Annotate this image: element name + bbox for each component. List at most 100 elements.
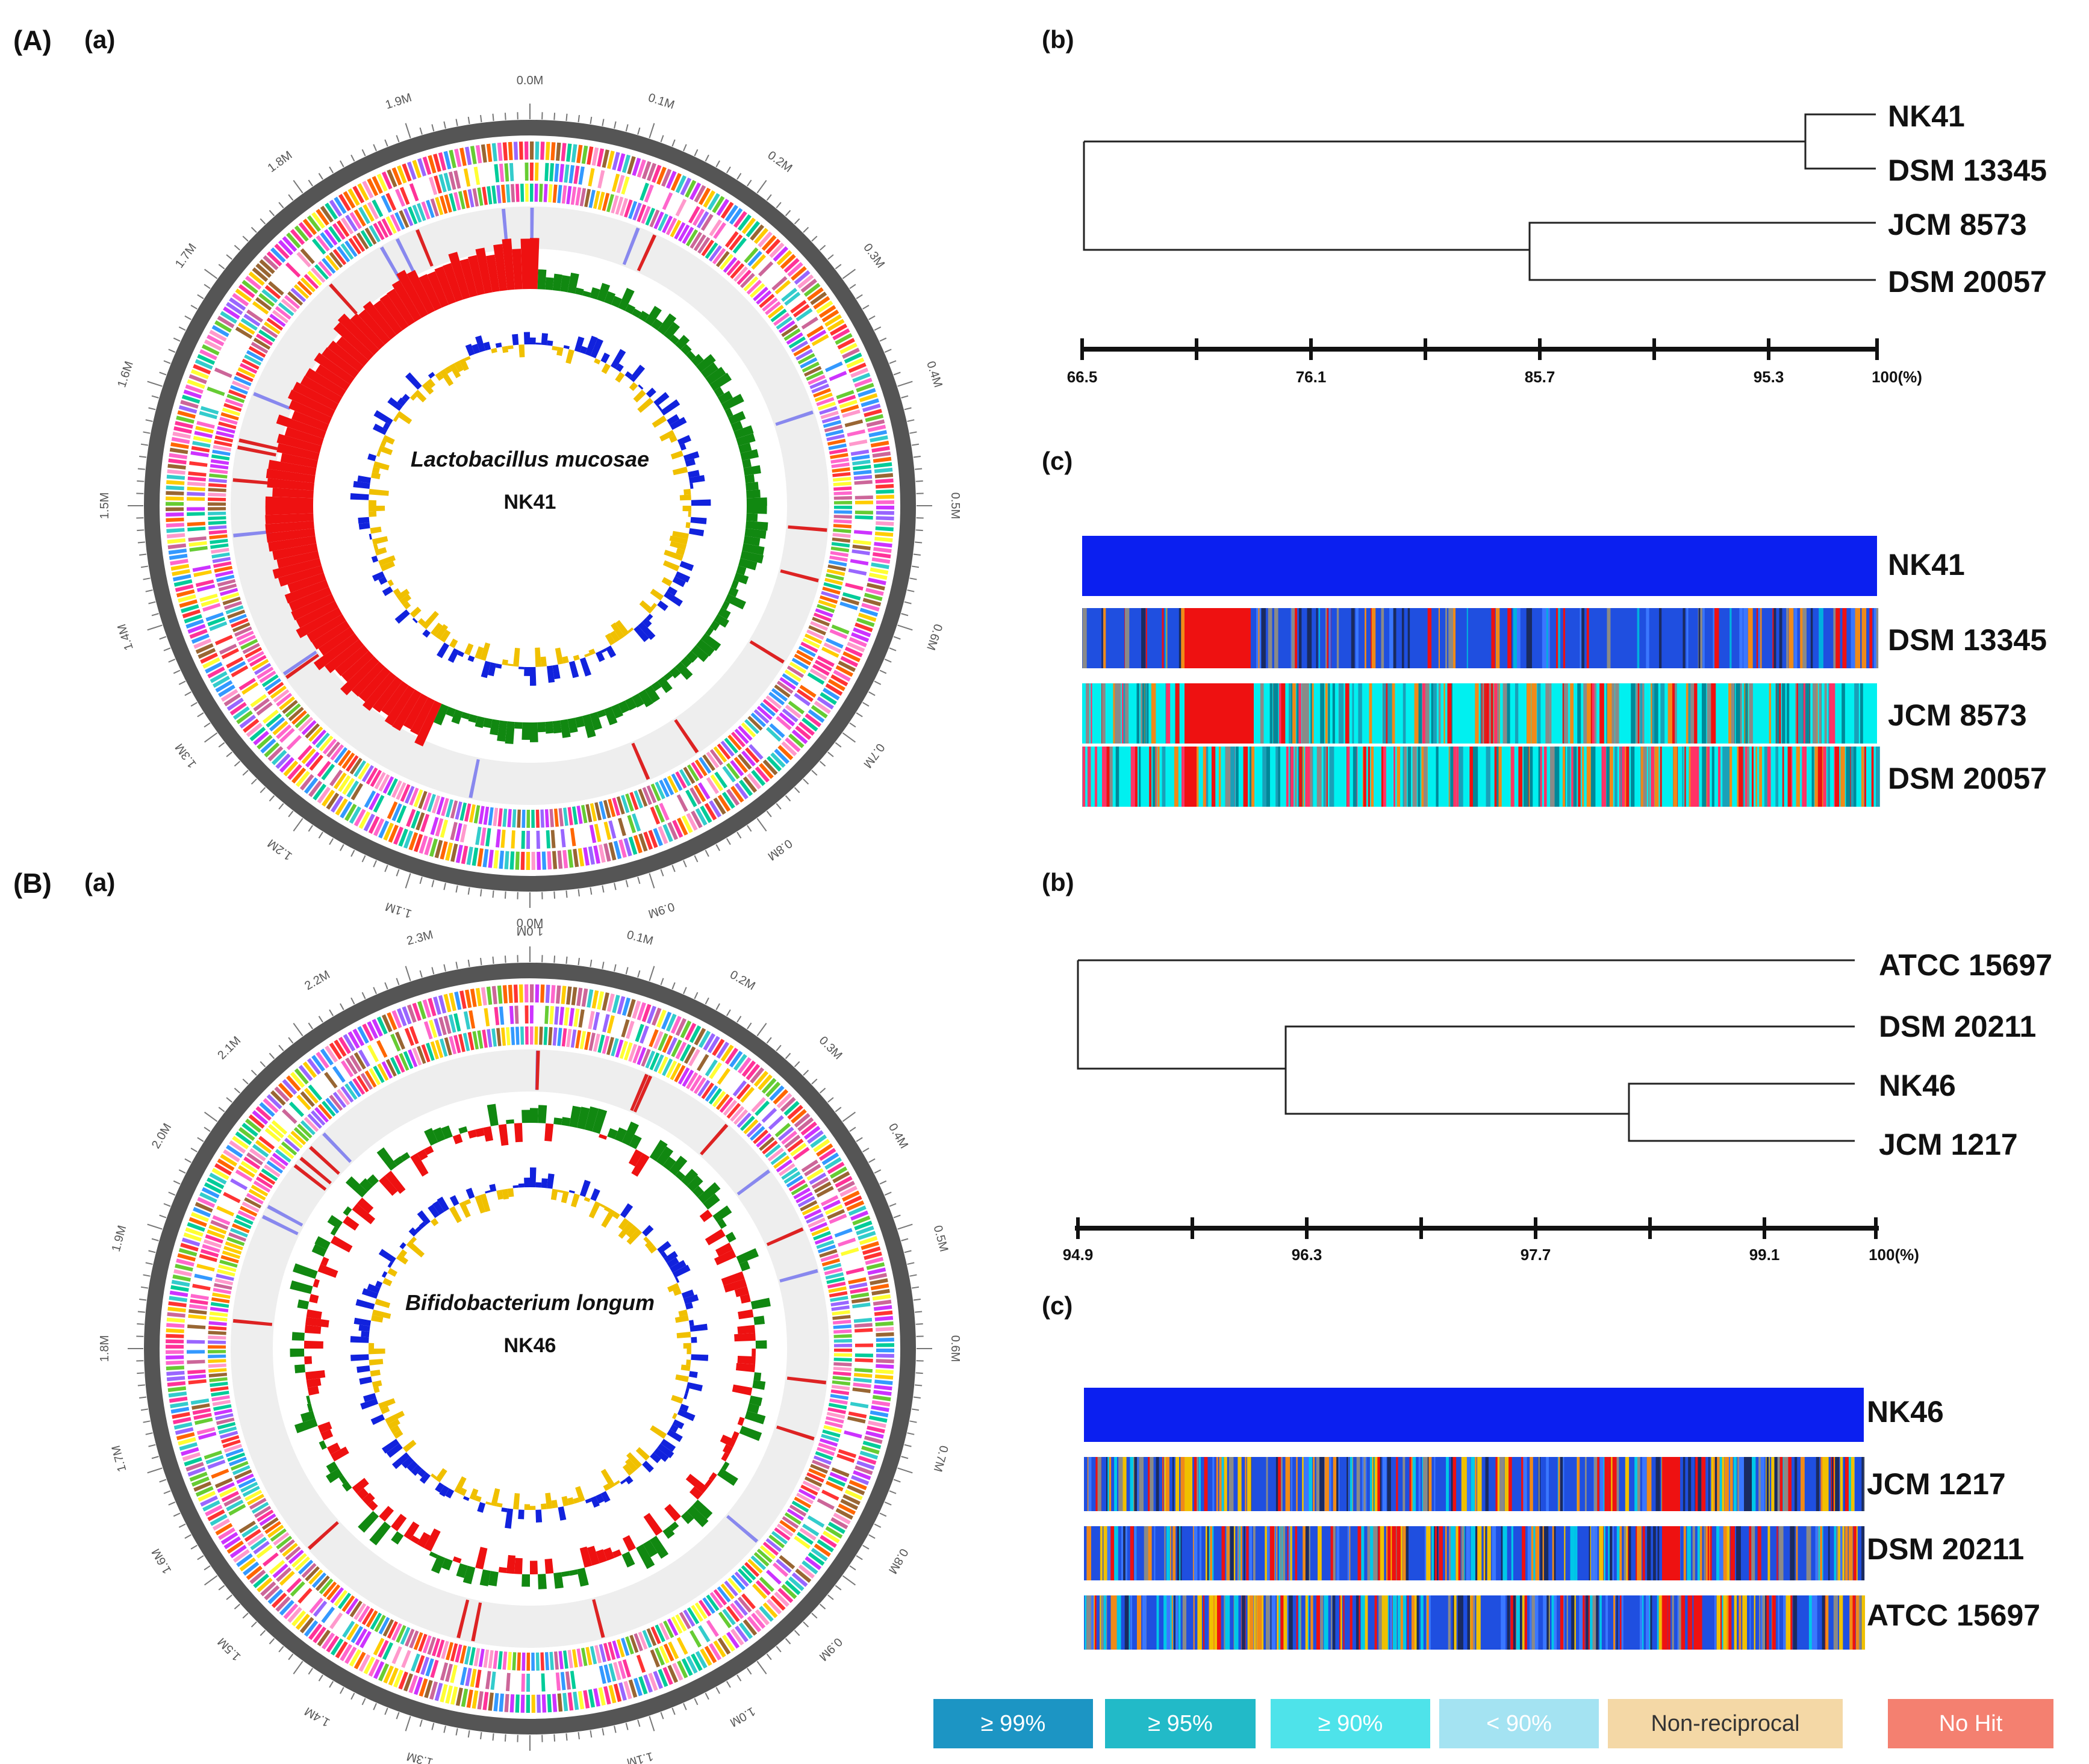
cds-feature bbox=[278, 240, 294, 256]
cds-feature bbox=[814, 659, 832, 672]
heatmap-stripe bbox=[1781, 683, 1785, 744]
heatmap-stripe bbox=[1757, 1526, 1761, 1580]
scale-tick bbox=[329, 166, 334, 173]
cds-feature bbox=[572, 806, 578, 825]
cds-feature bbox=[791, 340, 809, 353]
heatmap-stripe bbox=[1654, 747, 1659, 807]
cds-feature bbox=[650, 1626, 661, 1644]
heatmap-stripe bbox=[1584, 1457, 1587, 1511]
cds-feature bbox=[555, 1672, 561, 1691]
scale-tick bbox=[293, 1660, 304, 1675]
heatmap-stripe bbox=[1130, 747, 1135, 807]
cds-feature bbox=[340, 801, 353, 819]
gc-content-bar bbox=[402, 394, 410, 402]
gc-skew-bar bbox=[717, 1468, 738, 1486]
cds-feature bbox=[712, 196, 725, 214]
cds-feature bbox=[851, 1297, 870, 1304]
heatmap-stripe bbox=[1652, 683, 1655, 744]
heatmap-stripe bbox=[1381, 608, 1384, 668]
cds-feature bbox=[304, 777, 319, 794]
cds-feature bbox=[266, 251, 282, 267]
cds-feature bbox=[576, 144, 583, 164]
heatmap-stripe bbox=[1273, 683, 1278, 744]
gc-content-bar bbox=[464, 643, 474, 656]
genome-position-label: 1.3M bbox=[405, 1750, 435, 1764]
heatmap-stripe bbox=[1861, 1457, 1864, 1511]
cds-feature bbox=[469, 804, 476, 823]
cds-feature bbox=[855, 622, 873, 633]
gc-skew-bar bbox=[668, 1521, 679, 1532]
scale-tick bbox=[197, 1555, 204, 1561]
cds-feature bbox=[443, 151, 452, 170]
gc-content-bar bbox=[670, 1259, 686, 1273]
heatmap-stripe bbox=[1396, 747, 1401, 807]
gc-content-bar bbox=[512, 648, 520, 667]
cds-feature bbox=[194, 1273, 213, 1281]
heatmap-stripe bbox=[1451, 1526, 1455, 1580]
cds-feature bbox=[187, 497, 205, 501]
cds-feature bbox=[847, 641, 865, 653]
cds-feature bbox=[821, 1258, 841, 1267]
rna-feature bbox=[299, 1157, 332, 1185]
heatmap-stripe bbox=[1646, 1595, 1649, 1650]
cds-feature bbox=[719, 1096, 733, 1113]
cds-feature bbox=[646, 1628, 657, 1647]
cds-feature bbox=[621, 176, 630, 195]
heatmap-stripe bbox=[1422, 1457, 1424, 1511]
gc-content-bar bbox=[556, 347, 564, 356]
cds-feature bbox=[241, 279, 258, 294]
heatmap-stripe bbox=[1760, 608, 1762, 668]
cds-feature bbox=[219, 1430, 238, 1439]
cds-feature bbox=[716, 1042, 730, 1059]
gc-skew-bar bbox=[490, 719, 500, 736]
genome-position-label: 1.3M bbox=[173, 741, 199, 771]
cds-feature bbox=[675, 771, 687, 789]
cds-feature bbox=[691, 762, 704, 779]
heatmap-stripe bbox=[1642, 1526, 1645, 1580]
cds-feature bbox=[169, 453, 188, 459]
cds-feature bbox=[208, 502, 226, 506]
gc-skew-bar bbox=[356, 1197, 374, 1214]
cds-feature bbox=[842, 651, 861, 663]
cds-feature bbox=[839, 1185, 858, 1197]
heatmap-stripe bbox=[1502, 1526, 1507, 1580]
scale-tick bbox=[602, 1728, 605, 1736]
scale-tick bbox=[467, 887, 470, 895]
cds-feature bbox=[803, 1125, 821, 1140]
heatmap-stripe bbox=[1869, 608, 1873, 668]
scale-tick bbox=[747, 1668, 752, 1675]
cds-feature bbox=[207, 1229, 225, 1239]
scale-tick bbox=[308, 1022, 313, 1030]
heatmap-stripe bbox=[1178, 608, 1183, 668]
heatmap-stripe bbox=[1219, 1457, 1223, 1511]
heatmap-stripe bbox=[1393, 747, 1395, 807]
cds-feature bbox=[795, 725, 812, 741]
cds-feature bbox=[208, 1335, 226, 1340]
scale-tick bbox=[288, 194, 294, 201]
scale-tick bbox=[879, 669, 887, 674]
cds-feature bbox=[320, 232, 334, 249]
cds-feature bbox=[562, 1692, 568, 1712]
heatmap-stripe bbox=[1648, 747, 1650, 807]
gc-skew-bar bbox=[403, 693, 428, 730]
cds-feature bbox=[832, 1380, 851, 1386]
cds-feature bbox=[387, 778, 398, 797]
cds-feature bbox=[445, 799, 453, 818]
cds-feature bbox=[216, 430, 234, 438]
cds-feature bbox=[409, 787, 419, 806]
cds-feature bbox=[653, 211, 664, 229]
heatmap-stripe bbox=[1325, 683, 1328, 744]
cds-feature bbox=[228, 389, 247, 399]
scale-tick bbox=[747, 1022, 752, 1030]
gc-content-bar bbox=[657, 405, 662, 411]
heatmap-stripe bbox=[1537, 683, 1541, 744]
scale-tick bbox=[184, 691, 191, 696]
cds-feature bbox=[393, 827, 403, 845]
cds-feature bbox=[683, 1609, 696, 1627]
rna-feature bbox=[674, 719, 699, 754]
heatmap-stripe bbox=[1621, 747, 1626, 807]
scale-tick bbox=[278, 1045, 284, 1051]
gc-content-bar bbox=[431, 623, 443, 636]
heatmap-stripe bbox=[1101, 1595, 1104, 1650]
gc-content-bar bbox=[361, 1288, 379, 1299]
